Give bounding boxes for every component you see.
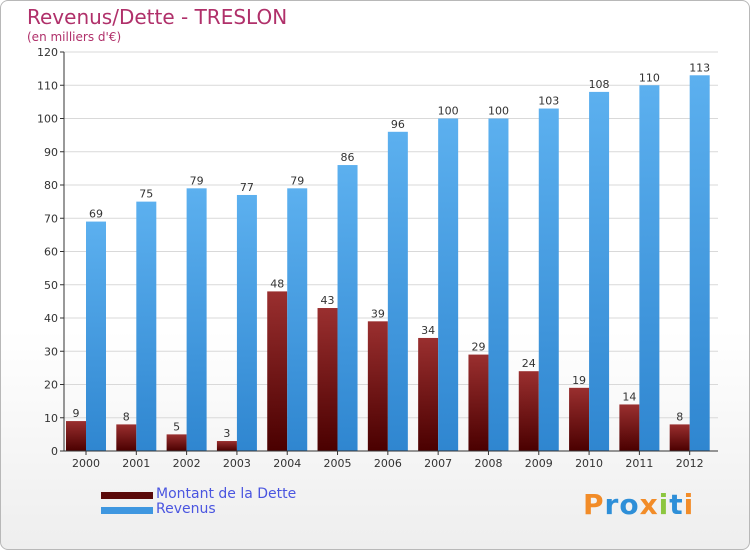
bar-debt [116, 424, 137, 451]
data-label-revenue: 77 [240, 181, 254, 194]
data-label-debt: 9 [73, 407, 80, 420]
bar-debt [418, 337, 439, 451]
x-tick-label: 2002 [173, 457, 201, 470]
x-tick-label: 2006 [374, 457, 402, 470]
x-tick-label: 2003 [223, 457, 251, 470]
data-label-debt: 29 [471, 341, 485, 354]
bar-debt [669, 424, 690, 451]
y-tick-label: 90 [44, 146, 58, 159]
data-label-revenue: 86 [341, 151, 355, 164]
data-label-revenue: 103 [538, 95, 559, 108]
bar-revenue [337, 165, 358, 452]
y-tick-label: 20 [44, 379, 58, 392]
logo-letter: t [669, 488, 684, 521]
x-tick-label: 2011 [625, 457, 653, 470]
bar-revenue [639, 85, 660, 451]
bar-revenue [136, 201, 157, 451]
data-label-revenue: 69 [89, 208, 103, 221]
bars: 9 69 8 75 5 79 3 77 48 79 43 86 39 96 34 100 29 100 24 103 1… [66, 61, 710, 452]
data-label-debt: 3 [223, 427, 230, 440]
bar-revenue [86, 221, 106, 451]
data-label-debt: 5 [173, 420, 180, 433]
bar-debt [66, 421, 86, 451]
data-label-debt: 39 [371, 307, 385, 320]
data-label-debt: 19 [572, 374, 586, 387]
x-tick-label: 2001 [122, 457, 150, 470]
y-tick-label: 100 [37, 113, 58, 126]
x-tick-label: 2008 [474, 457, 502, 470]
logo-letter: r [604, 488, 620, 521]
x-tick-label: 2009 [525, 457, 553, 470]
data-label-revenue: 96 [391, 118, 405, 131]
y-tick-label: 110 [37, 79, 58, 92]
legend-swatch-revenue [101, 507, 153, 514]
bar-revenue [689, 75, 710, 452]
bar-revenue [186, 188, 207, 451]
bar-debt [317, 308, 338, 451]
data-label-debt: 34 [421, 324, 435, 337]
logo-letter: x [639, 488, 659, 521]
y-tick-label: 50 [44, 279, 58, 292]
bar-debt [468, 354, 489, 451]
y-tick-label: 10 [44, 412, 58, 425]
data-label-revenue: 113 [689, 61, 710, 74]
data-label-debt: 8 [123, 410, 130, 423]
bar-revenue [538, 108, 559, 452]
y-tick-label: 30 [44, 345, 58, 358]
logo-letter: i [683, 488, 695, 521]
bar-revenue [236, 194, 257, 451]
data-label-revenue: 110 [639, 71, 660, 84]
legend-label-debt: Montant de la Dette [156, 486, 297, 502]
logo-letter: i [658, 488, 670, 521]
bar-revenue [387, 131, 408, 452]
data-label-debt: 14 [622, 390, 636, 403]
bar-debt [367, 321, 388, 451]
data-label-debt: 24 [522, 357, 536, 370]
y-tick-label: 120 [37, 46, 58, 59]
data-label-revenue: 79 [290, 174, 304, 187]
x-tick-label: 2012 [676, 457, 704, 470]
y-tick-label: 80 [44, 179, 58, 192]
legend-label-revenue: Revenus [156, 501, 216, 517]
bar-debt [619, 404, 640, 451]
y-tick-label: 70 [44, 212, 58, 225]
x-tick-label: 2007 [424, 457, 452, 470]
y-tick-label: 40 [44, 312, 58, 325]
x-tick-label: 2000 [72, 457, 100, 470]
proxiti-logo: Proxiti [583, 488, 694, 521]
data-label-debt: 8 [676, 410, 683, 423]
data-label-revenue: 100 [438, 105, 459, 118]
bar-debt [518, 371, 539, 451]
bar-revenue [589, 91, 610, 452]
data-label-revenue: 75 [139, 188, 153, 201]
data-label-debt: 43 [321, 294, 335, 307]
data-label-debt: 48 [270, 277, 284, 290]
bar-debt [267, 291, 288, 451]
bar-revenue [287, 188, 308, 451]
data-label-revenue: 108 [589, 78, 610, 91]
legend-swatch-debt [101, 492, 153, 499]
bar-debt [216, 441, 237, 451]
bar-revenue [488, 118, 509, 451]
data-label-revenue: 79 [190, 174, 204, 187]
x-tick-label: 2005 [324, 457, 352, 470]
logo-letter: o [619, 488, 640, 521]
axes: 0 10 20 30 40 50 60 70 80 90 100 110 120 2000 2001 2002… [37, 46, 718, 470]
logo-letter: P [583, 488, 605, 521]
chart-subtitle: (en milliers d'€) [27, 30, 122, 44]
y-tick-label: 60 [44, 246, 58, 259]
bar-debt [569, 387, 590, 451]
x-tick-label: 2010 [575, 457, 603, 470]
data-label-revenue: 100 [488, 105, 509, 118]
bar-debt [166, 434, 187, 451]
x-tick-label: 2004 [273, 457, 301, 470]
bar-revenue [438, 118, 459, 451]
chart-title: Revenus/Dette - TRESLON [27, 5, 288, 29]
y-tick-label: 0 [51, 445, 58, 458]
